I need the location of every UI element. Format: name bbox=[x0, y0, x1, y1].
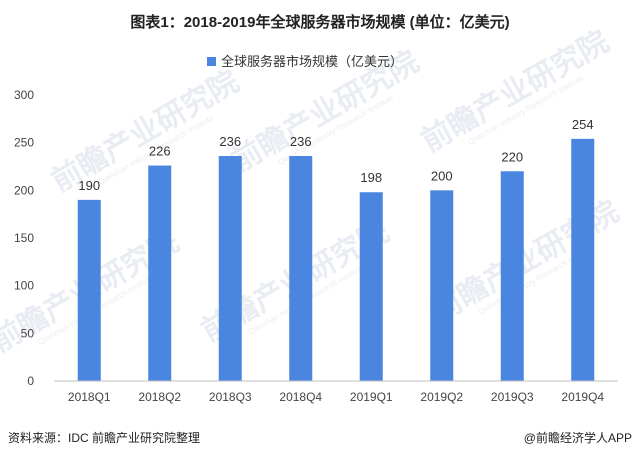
data-label: 236 bbox=[290, 134, 312, 149]
legend: 全球服务器市场规模（亿美元） bbox=[207, 54, 403, 69]
bar bbox=[77, 199, 101, 381]
bar bbox=[289, 156, 313, 381]
x-tick-label: 2019Q3 bbox=[491, 390, 534, 404]
data-label: 190 bbox=[78, 178, 100, 193]
y-axis: 0 50 100 150 200 250 300 bbox=[14, 88, 34, 388]
data-label: 220 bbox=[501, 149, 523, 164]
x-tick-label: 2019Q2 bbox=[420, 390, 463, 404]
chart-title: 图表1：2018-2019年全球服务器市场规模 (单位：亿美元) bbox=[130, 13, 509, 31]
x-axis: 2018Q1 2018Q2 2018Q3 2018Q4 2019Q1 2019Q2 2019… bbox=[54, 380, 618, 404]
x-tick-label: 2018Q2 bbox=[138, 390, 181, 404]
bar bbox=[218, 156, 242, 381]
data-label: 226 bbox=[149, 144, 171, 159]
bar bbox=[571, 138, 595, 381]
y-tick-label: 100 bbox=[14, 279, 34, 293]
bar bbox=[500, 171, 524, 381]
x-tick-label: 2018Q3 bbox=[209, 390, 252, 404]
source-note: 资料来源：IDC 前瞻产业研究院整理 bbox=[8, 430, 200, 445]
y-tick-label: 50 bbox=[21, 326, 35, 340]
x-tick-label: 2018Q1 bbox=[68, 390, 111, 404]
data-label: 254 bbox=[572, 117, 594, 132]
data-label: 200 bbox=[431, 168, 453, 183]
bar bbox=[430, 190, 454, 381]
data-label: 236 bbox=[219, 134, 241, 149]
y-tick-label: 0 bbox=[27, 374, 34, 388]
y-tick-label: 300 bbox=[14, 88, 34, 102]
legend-label: 全球服务器市场规模（亿美元） bbox=[221, 54, 403, 69]
y-tick-label: 200 bbox=[14, 183, 34, 197]
y-tick-label: 250 bbox=[14, 136, 34, 150]
watermark-text: 前瞻产业研究院 bbox=[46, 64, 245, 198]
y-tick-label: 150 bbox=[14, 231, 34, 245]
watermark-text: 前瞻产业研究院 bbox=[426, 194, 625, 328]
x-tick-label: 2019Q4 bbox=[561, 390, 604, 404]
bar bbox=[148, 165, 172, 381]
data-label: 198 bbox=[360, 170, 382, 185]
watermark-text: 前瞻产业研究院 bbox=[416, 24, 615, 158]
legend-swatch bbox=[207, 57, 216, 66]
bar bbox=[359, 192, 383, 381]
x-tick-label: 2018Q4 bbox=[279, 390, 322, 404]
x-tick-label: 2019Q1 bbox=[350, 390, 393, 404]
bars: 190 226 236 236 198 200 220 254 bbox=[77, 117, 595, 381]
credit-note: @前瞻经济学人APP bbox=[524, 430, 632, 445]
